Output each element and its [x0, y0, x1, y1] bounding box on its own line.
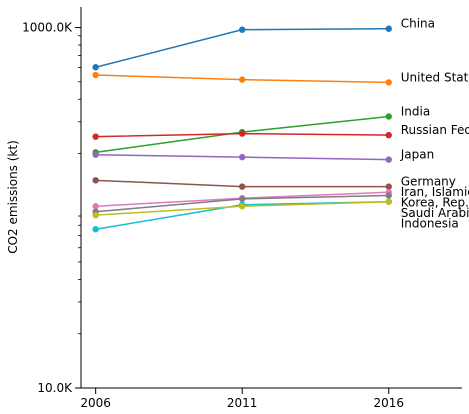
series-label: Germany: [401, 175, 456, 189]
data-point: [385, 113, 392, 120]
series-label: India: [401, 104, 430, 118]
series-line: [95, 27, 389, 68]
data-point: [385, 156, 392, 163]
data-point: [92, 226, 99, 233]
series-layer: [92, 25, 392, 233]
series-label: Iran, Islamic Rep.: [401, 185, 469, 199]
y-axis-title: CO2 emissions (kt): [6, 140, 20, 254]
data-point: [238, 195, 246, 203]
axes: [80, 7, 462, 389]
data-point: [92, 64, 99, 71]
series-label: United States: [401, 70, 469, 84]
series-label: Russian Federation: [401, 123, 469, 137]
data-point: [92, 203, 99, 210]
data-point: [92, 151, 99, 158]
data-point: [238, 130, 246, 137]
x-tick-label: 2016: [373, 396, 404, 410]
y-tick-label: 10.0K: [37, 381, 73, 395]
y-ticks: 10.0K 1000.0K: [22, 21, 81, 395]
series-labels: China United States India Russian Federatio…: [400, 17, 469, 231]
data-point: [92, 133, 99, 140]
data-point: [385, 183, 392, 190]
data-point: [238, 183, 246, 190]
data-point: [238, 26, 246, 33]
x-tick-label: 2006: [80, 396, 111, 410]
data-point: [385, 25, 392, 32]
x-ticks: 2006 2011 2016: [80, 388, 404, 410]
data-point: [238, 153, 246, 161]
data-point: [92, 177, 99, 184]
data-point: [385, 79, 392, 86]
data-point: [92, 71, 99, 79]
series-label: China: [401, 17, 435, 31]
data-point: [92, 211, 99, 219]
x-tick-label: 2011: [227, 396, 258, 410]
series-label: Indonesia: [401, 217, 459, 231]
data-point: [385, 198, 392, 205]
data-point: [385, 131, 392, 139]
y-tick-label: 1000.0K: [22, 21, 73, 35]
series-label: Saudi Arabia: [401, 206, 469, 220]
series-label: Korea, Rep.: [401, 196, 469, 210]
data-point: [238, 203, 246, 210]
series-label: Japan: [400, 148, 434, 162]
data-point: [238, 76, 246, 83]
data-point: [385, 192, 392, 199]
